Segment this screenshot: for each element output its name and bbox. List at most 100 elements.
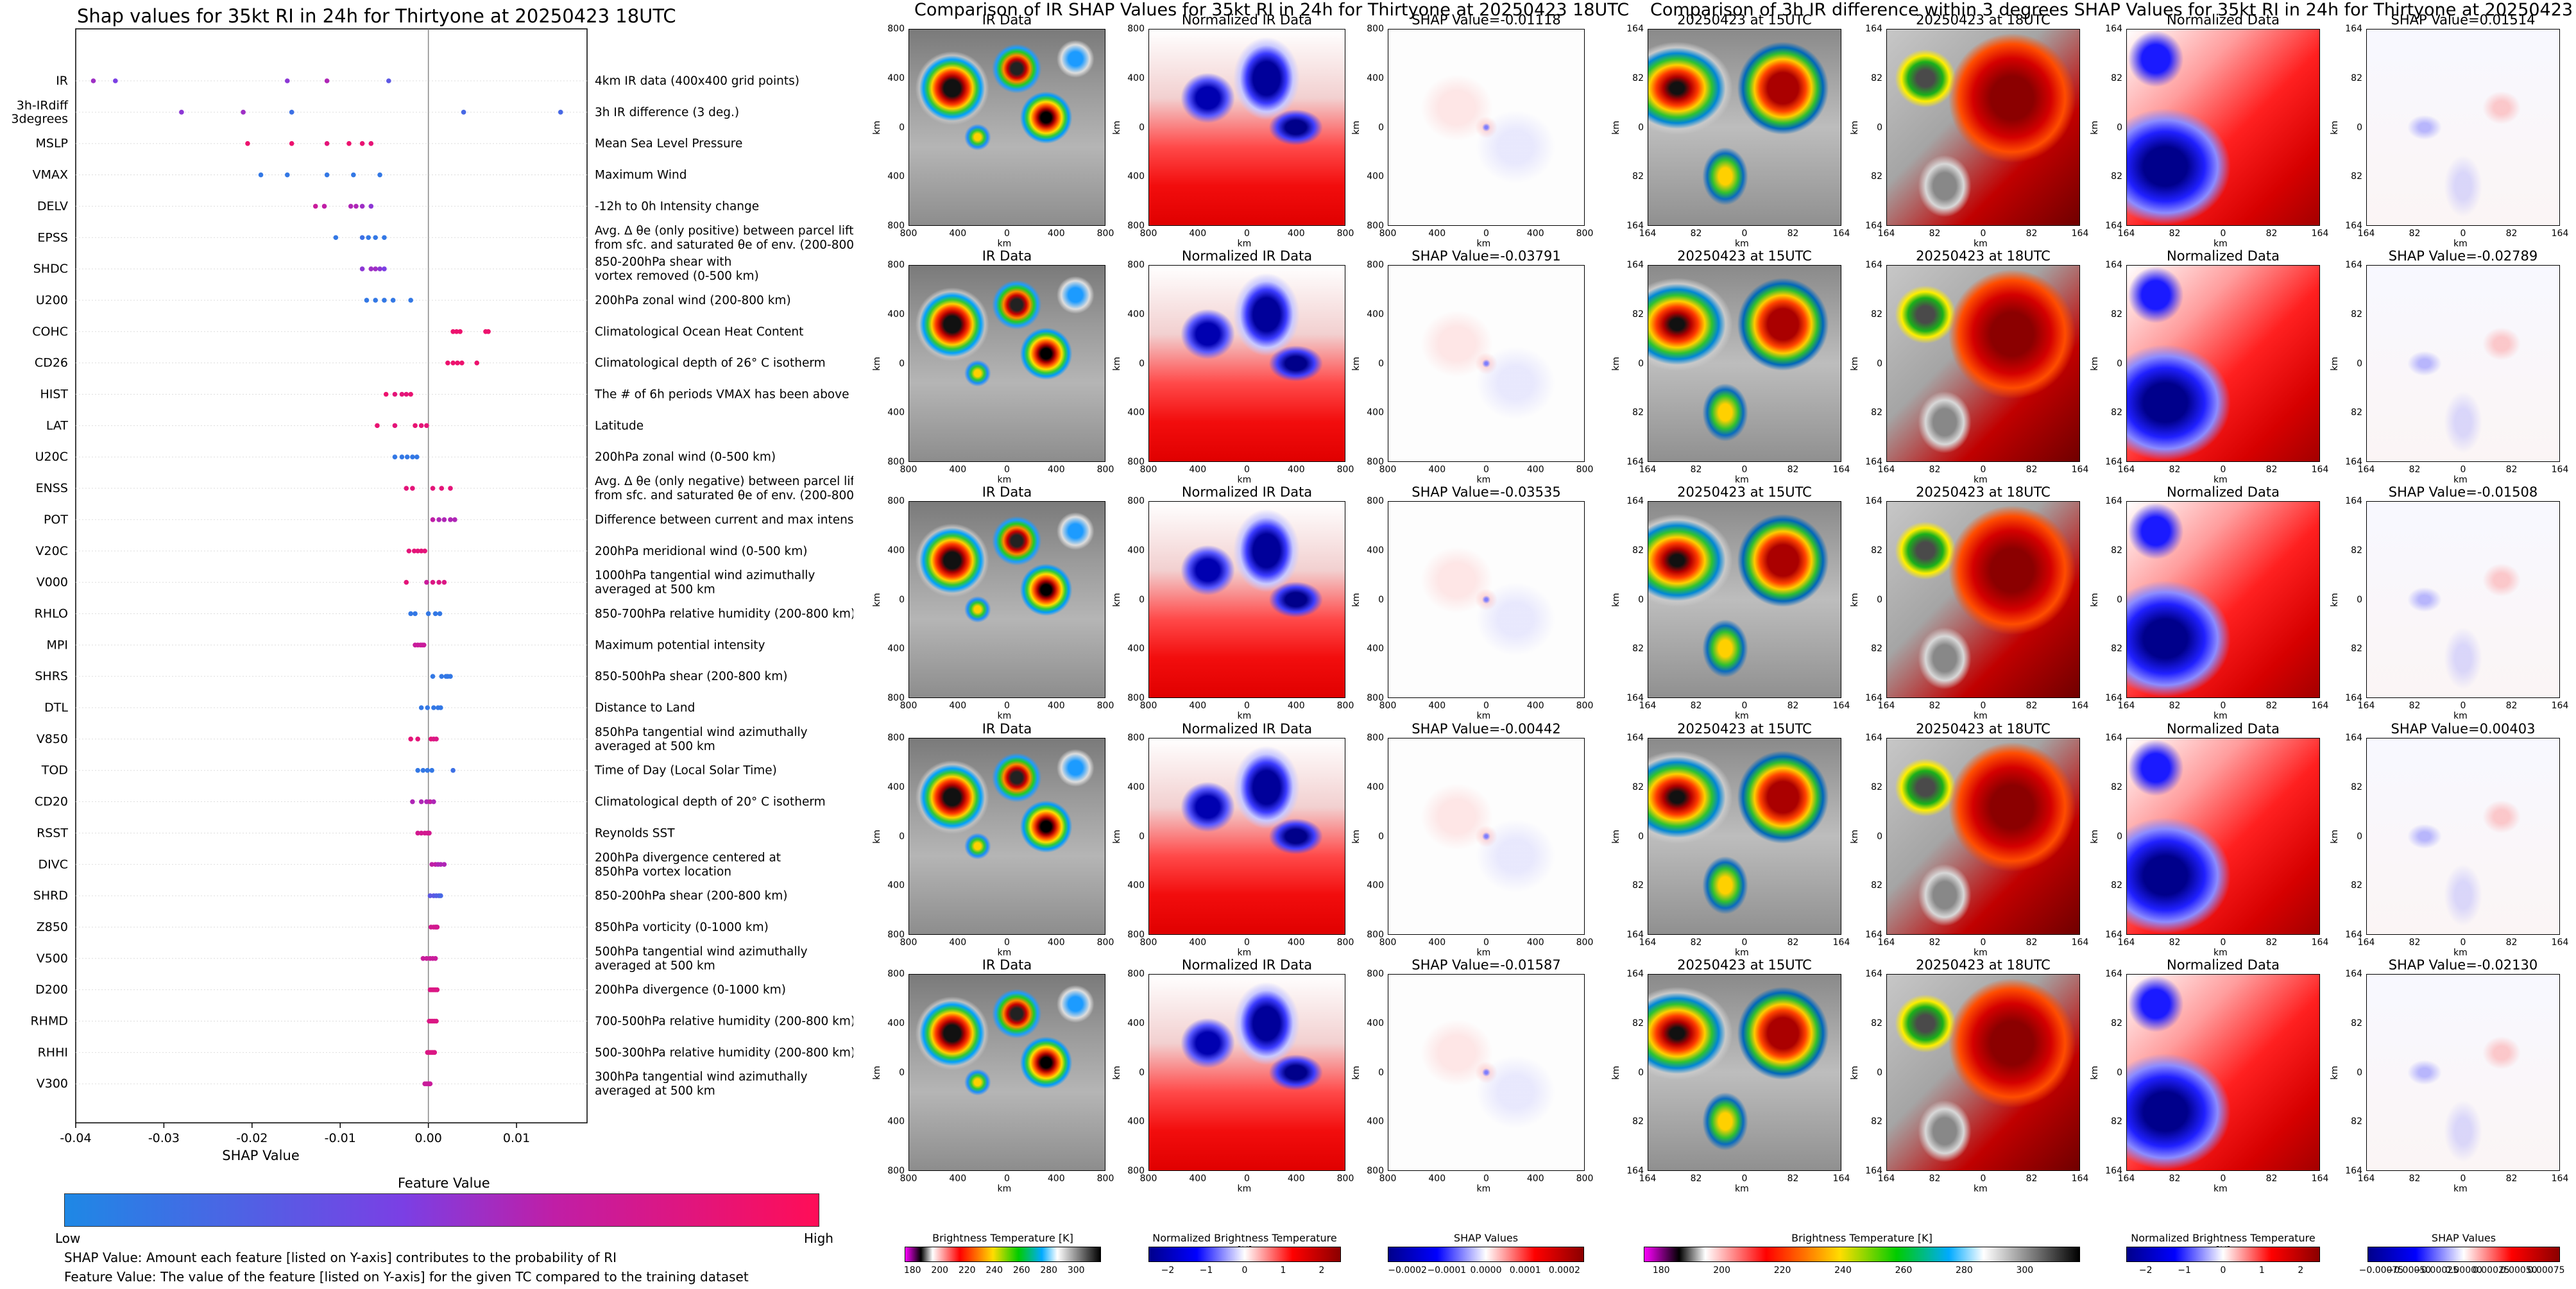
x-tick-label: 82 (1690, 1174, 1702, 1184)
shap-point (377, 266, 382, 271)
y-tick-label: 82 (1871, 880, 1882, 891)
x-tick-label: 82 (2026, 937, 2038, 948)
x-tick-label: 82 (2026, 1174, 2038, 1184)
colorbar-tick-label: 1 (1280, 1265, 1286, 1276)
shap-point (359, 266, 365, 271)
shap-point (245, 141, 250, 146)
shap-note-1: SHAP Value: Amount each feature [listed … (64, 1250, 617, 1265)
normalized-ir-panel-image (1148, 265, 1345, 462)
shap-point (418, 830, 424, 836)
y-tick-label: 0 (1139, 1067, 1145, 1078)
shap-point (382, 266, 387, 271)
feature-code-label: SHRD (33, 889, 68, 903)
shap-summary-plot: IR 4km IR data (400x400 grid points) 3h-IR… (11, 28, 853, 1163)
diff-shap-panel-image (2366, 29, 2560, 226)
feature-description: Climatological depth of 20° C isotherm (595, 796, 826, 809)
y-tick-label: 800 (1367, 693, 1384, 703)
x-tick-label: 82 (2505, 937, 2518, 948)
ir-data-panel: IR Data 800 400 0 400 800 800 400 0 400 800 km km (872, 957, 1114, 1194)
ir-18utc-panel: 20250423 at 18UTC 164 82 0 82 164 164 82 0 82 164 k… (1850, 721, 2088, 958)
x-axis-label: km (2453, 1184, 2468, 1194)
x-tick-label: 164 (2357, 465, 2375, 475)
feature-description: Latitude (595, 419, 644, 432)
y-tick-label: 0 (899, 358, 905, 369)
y-tick-label: 82 (2111, 545, 2122, 556)
feature-code-label: U20C (35, 450, 68, 464)
colorbar-tick-label: −2 (2138, 1265, 2153, 1276)
shap-point (408, 391, 413, 397)
feature-description: Climatological Ocean Heat Content (595, 325, 803, 339)
x-tick-label: 82 (1787, 937, 1799, 948)
y-tick-label: 800 (1367, 969, 1384, 979)
y-tick-label: 82 (2351, 644, 2362, 654)
panel-title: SHAP Value=-0.01118 (1412, 12, 1561, 28)
shap-point (404, 391, 409, 397)
normalized-ir-panel: Normalized IR Data 800 400 0 400 800 800 400 0 40… (1112, 957, 1354, 1194)
y-tick-label: 82 (1871, 644, 1882, 654)
colorbar-low-label: Low (55, 1231, 81, 1246)
colorbar (2126, 1247, 2320, 1262)
x-tick-label: 400 (1189, 465, 1207, 475)
shap-point (346, 141, 352, 146)
y-axis-label: km (1849, 829, 1860, 844)
colorbar-tick-label: 200 (931, 1265, 949, 1276)
y-tick-label: 164 (2345, 930, 2362, 940)
ir-data-panel-image (908, 29, 1105, 226)
feature-code-label: VMAX (33, 168, 68, 182)
feature-code-label: IR (56, 74, 68, 88)
x-tick-label: 0 (2460, 465, 2466, 475)
x-tick-label: 82 (2265, 701, 2278, 711)
y-tick-label: 800 (887, 969, 905, 979)
shap-point (408, 298, 413, 303)
shap-point (413, 423, 418, 429)
x-tick-label: 164 (2117, 937, 2135, 948)
colorbar-tick-label: 180 (1652, 1265, 1670, 1276)
shap-point (415, 737, 420, 742)
colorbar-label: SHAP Values (1453, 1232, 1519, 1244)
y-axis-label: km (2329, 120, 2340, 135)
shap-point (430, 517, 436, 522)
x-tick-label: 164 (2117, 701, 2135, 711)
y-axis-label: km (1351, 356, 1361, 371)
x-tick-label: 82 (2026, 701, 2038, 711)
shap-point (461, 110, 466, 115)
y-axis-label: km (2089, 120, 2100, 135)
y-tick-label: 82 (1632, 781, 1644, 792)
shap-point (289, 110, 294, 115)
y-tick-label: 164 (1626, 733, 1644, 743)
normalized-ir-panel-image (1148, 738, 1345, 935)
y-tick-label: 164 (2345, 260, 2362, 270)
y-tick-label: 0 (2117, 122, 2122, 133)
x-axis-label: km (1974, 711, 1988, 721)
colorbar (905, 1247, 1101, 1262)
x-tick-label: 164 (2117, 1174, 2135, 1184)
feature-code-label: SHRS (35, 669, 68, 683)
y-tick-label: 164 (2105, 969, 2122, 979)
shap-point (351, 172, 356, 178)
x-tick-label: 164 (2071, 465, 2089, 475)
feature-code-label: HIST (40, 388, 68, 402)
colorbar-tick-label: 0.0002 (1548, 1265, 1580, 1276)
x-tick-label: 800 (1139, 465, 1157, 475)
y-tick-label: 82 (1871, 1116, 1882, 1127)
y-tick-label: 400 (1127, 1018, 1145, 1029)
colorbar-tick-label: 280 (1956, 1265, 1973, 1276)
shap-point (431, 705, 436, 710)
colorbar-label: Brightness Temperature [K] (1791, 1232, 1932, 1244)
x-tick-label: 800 (1096, 228, 1114, 239)
shap-point (410, 799, 415, 805)
y-tick-label: 0 (1378, 1067, 1384, 1078)
colorbar-tick-label: −0.00050 (2386, 1265, 2432, 1276)
shap-point (441, 517, 447, 522)
y-tick-label: 0 (2357, 358, 2362, 369)
y-tick-label: 400 (887, 73, 905, 83)
x-tick-label: 164 (1877, 465, 1895, 475)
x-axis-label: km (2213, 1184, 2228, 1194)
x-tick-label: 164 (2311, 465, 2329, 475)
shap-point (434, 987, 440, 993)
x-tick-label: 82 (2505, 1174, 2518, 1184)
y-axis-label: km (871, 592, 882, 607)
colorbar-tick-label: −2 (1161, 1265, 1175, 1276)
shap-point (438, 862, 443, 867)
y-tick-label: 82 (1871, 73, 1882, 83)
